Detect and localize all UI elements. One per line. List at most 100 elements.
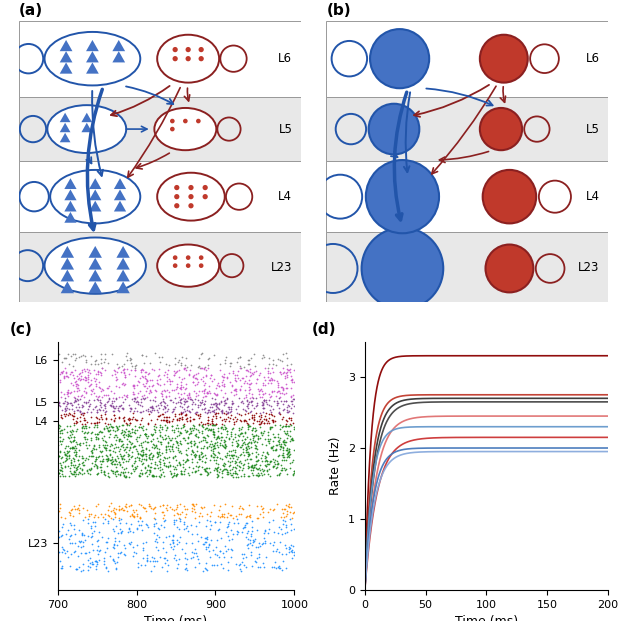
Point	[231, 389, 241, 399]
Point	[163, 555, 173, 565]
Point	[218, 371, 228, 381]
Point	[108, 402, 118, 412]
Point	[228, 450, 239, 460]
Point	[144, 469, 154, 479]
Point	[104, 450, 115, 460]
Point	[116, 455, 127, 465]
Point	[187, 457, 197, 467]
Point	[150, 514, 160, 524]
Point	[271, 463, 281, 473]
Point	[209, 388, 219, 397]
Polygon shape	[116, 270, 130, 281]
Point	[181, 509, 191, 519]
Point	[225, 458, 235, 468]
Point	[249, 463, 259, 473]
Point	[239, 560, 249, 570]
Point	[167, 441, 177, 451]
Point	[235, 442, 245, 452]
Point	[102, 537, 112, 547]
Point	[73, 374, 83, 384]
Point	[246, 462, 256, 472]
Point	[256, 428, 266, 438]
Point	[78, 537, 88, 547]
Point	[269, 432, 280, 442]
Point	[169, 366, 179, 376]
Point	[158, 394, 168, 404]
Point	[212, 389, 222, 399]
Point	[101, 454, 111, 464]
Point	[76, 412, 86, 422]
Point	[280, 463, 290, 473]
Circle shape	[362, 228, 444, 309]
Point	[288, 469, 298, 479]
Point	[275, 563, 285, 573]
Point	[239, 393, 250, 403]
Point	[157, 422, 167, 432]
Point	[230, 428, 240, 438]
Point	[221, 464, 232, 474]
Point	[136, 365, 146, 374]
Point	[134, 499, 144, 509]
Point	[197, 404, 207, 414]
Point	[244, 449, 254, 459]
Point	[115, 449, 125, 459]
Point	[91, 432, 101, 442]
Point	[161, 505, 172, 515]
Point	[154, 365, 164, 374]
Point	[209, 420, 219, 430]
Point	[175, 409, 186, 419]
Point	[129, 380, 140, 390]
Point	[156, 437, 166, 446]
Point	[274, 408, 284, 418]
Point	[275, 367, 285, 377]
Point	[220, 406, 230, 416]
Point	[125, 451, 136, 461]
Point	[215, 546, 225, 556]
Point	[255, 433, 265, 443]
Point	[123, 527, 133, 537]
Point	[228, 529, 239, 539]
Point	[97, 414, 107, 424]
Point	[249, 414, 259, 424]
Point	[145, 396, 156, 406]
Point	[145, 466, 155, 476]
Point	[264, 353, 274, 363]
Point	[104, 455, 115, 465]
Point	[149, 519, 159, 528]
Point	[274, 386, 284, 396]
Point	[110, 439, 120, 449]
Point	[224, 434, 234, 444]
Point	[150, 425, 160, 435]
Point	[57, 561, 67, 571]
Point	[260, 552, 271, 562]
Point	[282, 445, 292, 455]
Point	[277, 548, 287, 558]
Point	[150, 556, 160, 566]
Point	[212, 452, 222, 462]
Point	[259, 418, 269, 428]
Point	[285, 413, 296, 423]
Point	[92, 463, 102, 473]
Point	[170, 504, 180, 514]
Point	[243, 424, 253, 434]
Point	[251, 366, 261, 376]
Point	[281, 396, 291, 406]
Point	[284, 447, 294, 457]
Point	[95, 402, 106, 412]
Point	[90, 356, 100, 366]
Point	[247, 516, 257, 526]
Point	[210, 409, 220, 419]
Point	[287, 433, 298, 443]
Point	[65, 561, 76, 571]
Point	[141, 443, 151, 453]
Point	[76, 542, 86, 552]
Point	[63, 552, 73, 562]
Point	[284, 401, 294, 411]
Point	[244, 462, 254, 472]
Point	[56, 463, 67, 473]
Circle shape	[480, 108, 522, 150]
Point	[65, 422, 75, 432]
Point	[111, 432, 122, 442]
Polygon shape	[113, 40, 125, 51]
Point	[120, 499, 131, 509]
